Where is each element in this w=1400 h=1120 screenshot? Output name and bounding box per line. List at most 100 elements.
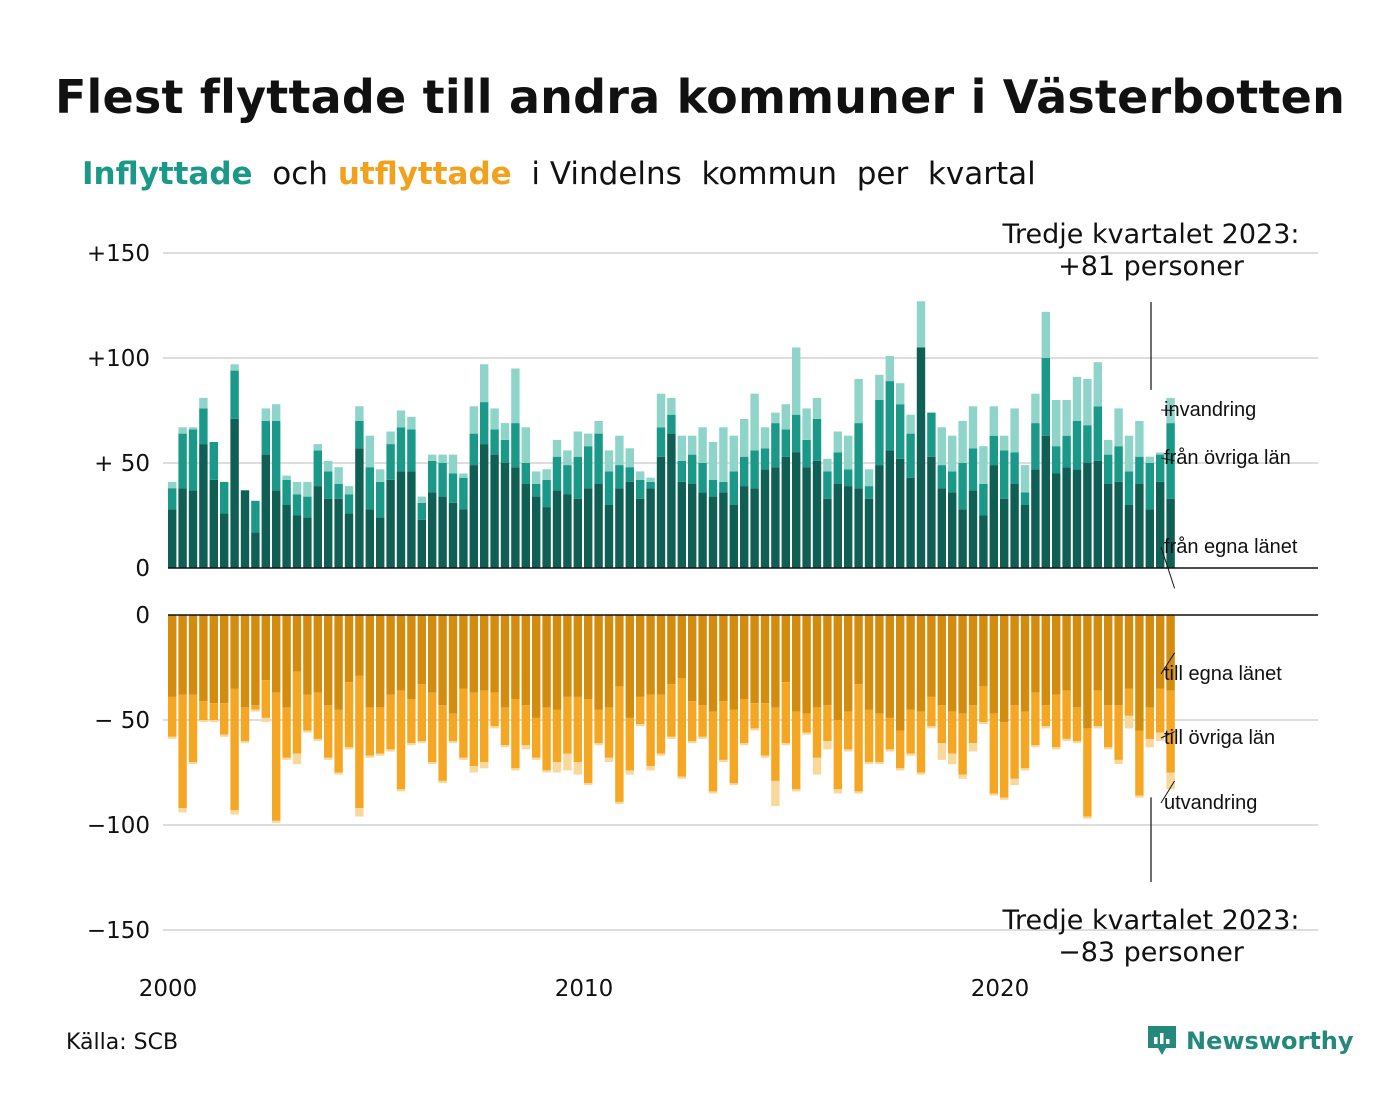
inflow-bar-segment xyxy=(324,498,333,568)
top-annotation-title: Tredje kvartalet 2023: xyxy=(1002,219,1300,250)
outflow-bar-segment xyxy=(532,757,541,760)
outflow-bar-segment xyxy=(812,615,822,708)
inflow-bar-segment xyxy=(334,484,343,499)
outflow-bar-segment xyxy=(261,615,270,681)
inflow-bar-segment xyxy=(1041,435,1050,568)
bottom-annotation-title: Tredje kvartalet 2023: xyxy=(1002,905,1300,936)
outflow-bar-segment xyxy=(698,736,707,739)
outflow-bar-segment xyxy=(532,717,541,758)
inflow-bar-segment xyxy=(844,469,853,487)
inflow-bar-segment xyxy=(1145,456,1154,463)
outflow-bar-segment xyxy=(844,615,853,712)
top-y-tick-label: +100 xyxy=(87,346,150,372)
outflow-bar-segment xyxy=(428,762,437,765)
inflow-bar-segment xyxy=(1104,454,1113,484)
inflow-bar-segment xyxy=(448,473,458,503)
outflow-bar-segment xyxy=(948,711,957,754)
outflow-bar-segment xyxy=(386,749,395,752)
inflow-bar-segment xyxy=(750,450,759,489)
outflow-bar-segment xyxy=(1156,732,1165,741)
inflow-bar-segment xyxy=(1093,406,1102,461)
inflow-bar-segment xyxy=(344,494,354,514)
inflow-bar-segment xyxy=(1041,358,1050,436)
inflow-bar-segment xyxy=(376,469,385,482)
outflow-bar-segment xyxy=(490,726,499,729)
outflow-bar-segment xyxy=(521,705,530,746)
inflow-bar-segment xyxy=(532,471,541,484)
inflow-bar-segment xyxy=(1083,425,1092,463)
outflow-bar-segment xyxy=(927,615,936,697)
outflow-bar-segment xyxy=(251,705,260,710)
outflow-bar-segment xyxy=(521,745,530,750)
top-segment-label: invandring xyxy=(1164,399,1256,421)
outflow-bar-segment xyxy=(1072,615,1082,708)
inflow-bar-segment xyxy=(365,509,374,568)
outflow-bar-segment xyxy=(594,615,603,710)
inflow-bar-segment xyxy=(563,465,572,495)
inflow-bar-segment xyxy=(781,429,790,457)
inflow-bar-segment xyxy=(1062,467,1071,568)
inflow-bar-segment xyxy=(937,465,946,489)
inflow-bar-segment xyxy=(428,454,437,461)
inflow-bar-segment xyxy=(823,458,832,472)
inflow-bar-segment xyxy=(760,427,770,449)
outflow-bar-segment xyxy=(604,707,614,758)
outflow-bar-segment xyxy=(480,615,489,691)
outflow-bar-segment xyxy=(469,692,478,767)
top-segment-label: från egna länet xyxy=(1164,536,1298,558)
outflow-bar-segment xyxy=(989,615,998,714)
inflow-bar-segment xyxy=(968,406,978,449)
inflow-bar-segment xyxy=(188,490,198,568)
outflow-bar-segment xyxy=(376,615,385,708)
inflow-bar-segment xyxy=(396,427,406,472)
outflow-bar-segment xyxy=(1093,726,1102,729)
inflow-bar-segment xyxy=(542,469,551,480)
outflow-bar-segment xyxy=(864,615,874,710)
outflow-bar-segment xyxy=(1072,707,1082,741)
outflow-bar-segment xyxy=(168,736,177,739)
outflow-bar-segment xyxy=(646,766,655,771)
outflow-bar-segment xyxy=(760,615,770,704)
outflow-bar-segment xyxy=(563,615,572,697)
inflow-bar-segment xyxy=(396,410,406,428)
inflow-bar-segment xyxy=(178,427,187,434)
outflow-bar-segment xyxy=(396,615,406,691)
inflow-bar-segment xyxy=(230,364,239,371)
newsworthy-logo[interactable]: Newsworthy xyxy=(1146,1024,1354,1058)
inflow-bar-segment xyxy=(615,488,624,568)
inflow-bar-segment xyxy=(854,423,863,489)
outflow-bar-segment xyxy=(896,615,905,731)
outflow-bar-segment xyxy=(989,713,998,794)
outflow-bar-segment xyxy=(823,741,832,750)
outflow-bar-segment xyxy=(240,707,250,741)
inflow-bar-segment xyxy=(573,498,582,568)
inflow-bar-segment xyxy=(750,488,759,568)
outflow-bar-segment xyxy=(532,615,541,718)
inflow-bar-segment xyxy=(261,454,270,568)
inflow-bar-segment xyxy=(500,439,510,463)
outflow-bar-segment xyxy=(376,753,385,756)
outflow-bar-segment xyxy=(1000,722,1009,798)
top-y-tick-label: 0 xyxy=(135,556,150,582)
inflow-bar-segment xyxy=(344,486,354,495)
inflow-bar-segment xyxy=(875,374,884,400)
inflow-bar-segment xyxy=(376,517,385,568)
inflow-bar-segment xyxy=(1072,376,1082,421)
inflow-bar-segment xyxy=(469,433,478,466)
inflow-bar-segment xyxy=(261,421,270,455)
inflow-bar-segment xyxy=(1052,400,1061,447)
inflow-bar-segment xyxy=(646,477,655,482)
outflow-bar-segment xyxy=(542,615,551,708)
inflow-bar-segment xyxy=(1020,492,1030,505)
inflow-bar-segment xyxy=(282,479,291,505)
outflow-bar-segment xyxy=(771,780,780,807)
outflow-bar-segment xyxy=(958,774,967,779)
outflow-bar-segment xyxy=(604,757,614,762)
inflow-bar-segment xyxy=(532,484,541,497)
inflow-bar-segment xyxy=(636,479,645,499)
outflow-bar-segment xyxy=(511,615,520,699)
outflow-bar-segment xyxy=(937,705,946,744)
top-y-tick-label: + 50 xyxy=(94,451,150,477)
inflow-bar-segment xyxy=(989,435,998,466)
outflow-bar-segment xyxy=(178,808,187,813)
